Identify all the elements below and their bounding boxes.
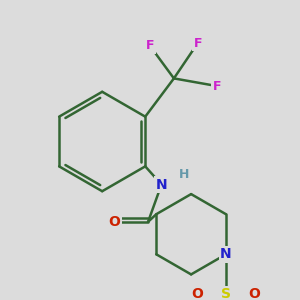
Text: N: N bbox=[156, 178, 167, 191]
Text: H: H bbox=[179, 169, 190, 182]
Text: S: S bbox=[221, 287, 231, 300]
Text: F: F bbox=[213, 80, 221, 93]
Text: O: O bbox=[249, 287, 260, 300]
Text: O: O bbox=[109, 215, 121, 229]
Text: O: O bbox=[191, 287, 203, 300]
Text: F: F bbox=[146, 39, 154, 52]
Text: N: N bbox=[220, 247, 232, 261]
Text: F: F bbox=[194, 37, 202, 50]
